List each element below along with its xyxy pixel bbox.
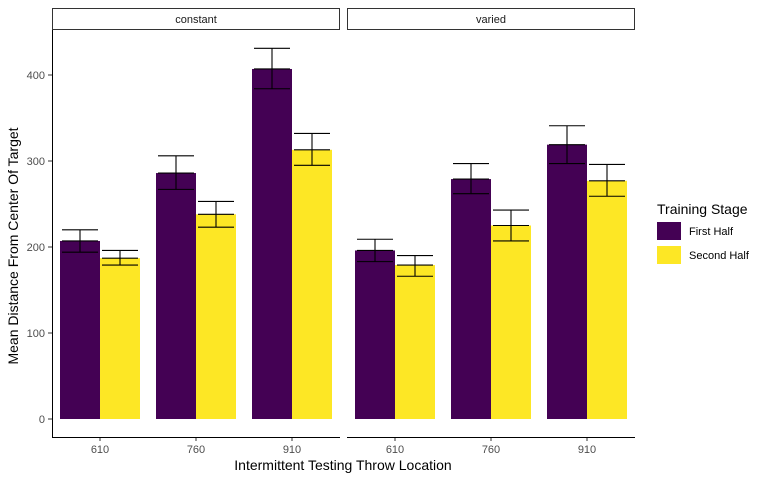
bar-varied-910-second-half bbox=[587, 180, 627, 419]
error-bar bbox=[294, 132, 330, 166]
y-axis-title: Mean Distance From Center Of Target bbox=[5, 127, 21, 364]
bar-varied-610-first-half bbox=[355, 250, 395, 419]
x-tick-label: 760 bbox=[482, 444, 500, 456]
x-tick-label: 610 bbox=[386, 444, 404, 456]
bar-constant-760-first-half bbox=[156, 173, 196, 419]
error-bar bbox=[549, 125, 585, 165]
x-axis-title: Intermittent Testing Throw Location bbox=[234, 457, 451, 473]
axes-layer: 0 100 200 300 400 bbox=[27, 30, 53, 437]
error-bar bbox=[158, 155, 194, 190]
y-tick-label: 400 bbox=[27, 70, 45, 82]
bar-constant-910-second-half bbox=[292, 149, 332, 419]
strip-label: constant bbox=[175, 14, 217, 26]
error-bar bbox=[62, 229, 98, 253]
bar-constant-910-first-half bbox=[252, 68, 292, 419]
x-tick-label: 760 bbox=[187, 444, 205, 456]
panel-varied: varied 610 760 910 bbox=[347, 8, 635, 456]
error-bar bbox=[493, 209, 529, 242]
bar-varied-910-first-half bbox=[547, 144, 587, 419]
bar-varied-610-second-half bbox=[395, 265, 435, 419]
panels-layer: constant 610 760 910 varied 610 760 910 bbox=[52, 8, 635, 456]
bar-constant-760-second-half bbox=[196, 214, 236, 419]
legend-title: Training Stage bbox=[657, 201, 748, 217]
error-bar bbox=[357, 238, 393, 263]
bar-constant-610-second-half bbox=[100, 258, 140, 419]
error-bar bbox=[102, 249, 138, 266]
bar-varied-760-second-half bbox=[491, 225, 531, 419]
y-tick-label: 200 bbox=[27, 242, 45, 254]
legend-key-first-half bbox=[657, 222, 681, 240]
error-bar bbox=[254, 47, 290, 90]
bar-constant-610-first-half bbox=[60, 240, 100, 419]
panel-constant: constant 610 760 910 bbox=[52, 8, 340, 456]
legend-label-second-half: Second Half bbox=[689, 250, 750, 262]
strip-label: varied bbox=[476, 14, 506, 26]
x-tick-label: 910 bbox=[283, 444, 301, 456]
x-tick-label: 610 bbox=[91, 444, 109, 456]
error-bar bbox=[198, 200, 234, 228]
strip-box bbox=[347, 8, 635, 30]
y-tick-label: 300 bbox=[27, 156, 45, 168]
strip-box bbox=[52, 8, 340, 30]
error-bar bbox=[589, 163, 625, 197]
error-bar bbox=[453, 163, 489, 195]
error-bar bbox=[397, 255, 433, 277]
y-tick-label: 0 bbox=[39, 414, 45, 426]
legend: Training Stage First Half Second Half bbox=[657, 201, 750, 264]
legend-key-second-half bbox=[657, 246, 681, 264]
legend-label-first-half: First Half bbox=[689, 226, 734, 238]
x-tick-label: 910 bbox=[578, 444, 596, 456]
y-tick-label: 100 bbox=[27, 328, 45, 340]
bar-varied-760-first-half bbox=[451, 179, 491, 419]
